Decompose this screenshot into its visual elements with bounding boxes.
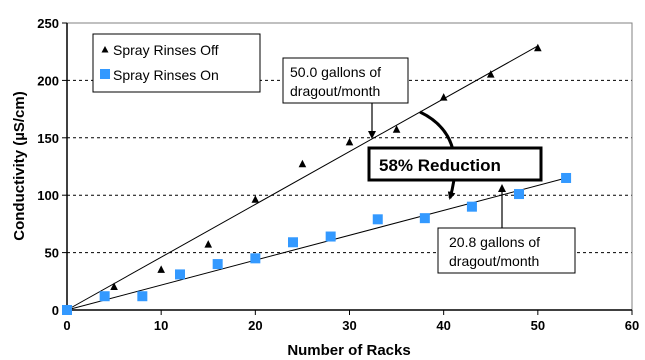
legend: Spray Rinses Off Spray Rinses On bbox=[92, 33, 261, 93]
annotation-reduction: 58% Reduction bbox=[367, 146, 543, 182]
axes bbox=[62, 22, 633, 315]
point-series-0-9 bbox=[486, 70, 495, 78]
legend-box bbox=[92, 33, 261, 93]
point-series-0-6 bbox=[345, 137, 354, 146]
point-series-1-10 bbox=[466, 201, 477, 212]
y-tick-label-100: 100 bbox=[37, 188, 59, 203]
y-tick-label-250: 250 bbox=[37, 16, 59, 31]
x-tick-label-10: 10 bbox=[154, 318, 168, 333]
point-series-0-2 bbox=[157, 265, 165, 273]
point-series-0-10 bbox=[534, 43, 542, 52]
point-series-1-8 bbox=[372, 214, 383, 225]
point-series-0-1 bbox=[110, 282, 118, 291]
reduction-curved-arrow bbox=[419, 110, 457, 200]
point-series-1-2 bbox=[137, 291, 148, 302]
point-series-1-0 bbox=[62, 305, 72, 315]
point-series-1-12 bbox=[561, 172, 572, 183]
annotation-rinses-off-line2: dragout/month bbox=[290, 83, 380, 99]
annotation-rinses-on-line1: 20.8 gallons of bbox=[449, 234, 540, 250]
x-tick-label-0: 0 bbox=[63, 318, 70, 333]
annotation-rinses-off: 50.0 gallons of dragout/month bbox=[282, 57, 409, 104]
legend-label-rinses-on: Spray Rinses On bbox=[113, 67, 219, 83]
x-axis-title: Number of Racks bbox=[287, 342, 410, 359]
point-series-1-9 bbox=[419, 213, 430, 224]
trendlines bbox=[66, 45, 567, 311]
point-series-0-4 bbox=[251, 195, 260, 203]
tick-labels: 0 50 100 150 200 250 0 10 20 30 40 50 60 bbox=[37, 16, 639, 333]
annotation-rinses-on: 20.8 gallons of dragout/month bbox=[437, 227, 576, 274]
x-tick-label-60: 60 bbox=[625, 318, 639, 333]
point-series-0-7 bbox=[392, 125, 401, 133]
annotation-rinses-off-line1: 50.0 gallons of bbox=[290, 64, 381, 80]
point-series-1-4 bbox=[212, 259, 223, 270]
trendline-series-0 bbox=[66, 45, 539, 311]
annotation-reduction-text: 58% Reduction bbox=[379, 156, 501, 175]
x-tick-label-20: 20 bbox=[248, 318, 262, 333]
point-series-1-11 bbox=[514, 189, 524, 200]
point-series-0-3 bbox=[204, 240, 213, 248]
x-tick-label-30: 30 bbox=[342, 318, 356, 333]
annotation-rinses-on-line2: dragout/month bbox=[449, 253, 539, 269]
legend-label-rinses-off: Spray Rinses Off bbox=[113, 42, 219, 58]
legend-square-marker bbox=[100, 69, 110, 79]
point-series-0-8 bbox=[439, 93, 448, 101]
annotation-arrows bbox=[368, 103, 506, 228]
point-series-0-5 bbox=[298, 159, 307, 168]
y-tick-label-150: 150 bbox=[37, 131, 59, 146]
point-series-1-1 bbox=[99, 291, 110, 302]
y-axis-title: Conductivity (µS/cm) bbox=[11, 91, 28, 241]
point-series-1-6 bbox=[288, 237, 298, 248]
point-series-1-7 bbox=[325, 231, 336, 242]
y-tick-label-200: 200 bbox=[37, 73, 59, 88]
data-points bbox=[62, 43, 572, 315]
trendline-series-1 bbox=[66, 177, 567, 311]
annotation-box-rinses-on bbox=[437, 227, 576, 274]
annotation-box-reduction bbox=[367, 146, 543, 182]
point-series-1-5 bbox=[250, 253, 261, 264]
x-tick-label-40: 40 bbox=[436, 318, 450, 333]
legend-triangle-marker bbox=[101, 46, 109, 53]
y-tick-label-0: 0 bbox=[52, 303, 59, 318]
x-tick-label-50: 50 bbox=[531, 318, 545, 333]
point-series-1-3 bbox=[175, 269, 185, 280]
annotation-box-rinses-off bbox=[282, 57, 409, 104]
y-tick-label-50: 50 bbox=[45, 246, 59, 261]
